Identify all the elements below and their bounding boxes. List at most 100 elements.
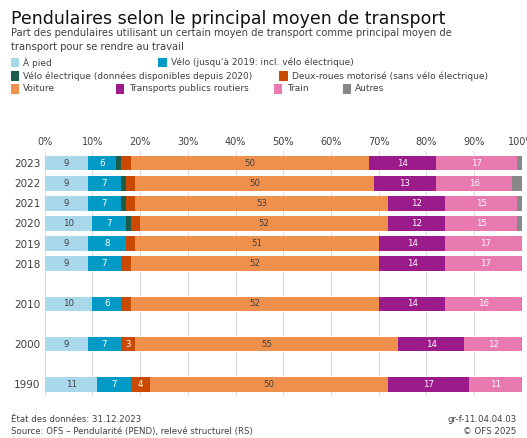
Bar (150, 377, 388, 392)
Text: 12: 12 (411, 219, 422, 228)
Text: 13: 13 (399, 179, 411, 188)
Text: 14: 14 (397, 159, 408, 168)
Text: 7: 7 (111, 380, 116, 389)
Bar (445, 257, 526, 271)
Bar (121, 257, 131, 271)
Text: 7: 7 (102, 179, 107, 188)
Bar (45, 176, 87, 191)
Text: 14: 14 (406, 239, 417, 248)
Bar (388, 196, 445, 211)
Bar (135, 196, 388, 211)
Text: 10: 10 (63, 219, 74, 228)
Bar (45, 156, 87, 170)
Text: 55: 55 (261, 339, 272, 349)
Text: 50: 50 (245, 159, 256, 168)
Bar (121, 337, 135, 351)
Text: 17: 17 (481, 239, 492, 248)
Bar (517, 156, 522, 170)
Bar (121, 297, 131, 311)
Text: 3: 3 (125, 339, 131, 349)
Bar (398, 337, 464, 351)
Bar (379, 297, 445, 311)
Bar (131, 257, 378, 271)
Bar (126, 176, 135, 191)
Bar (512, 176, 522, 191)
Bar (131, 377, 150, 392)
Bar (93, 216, 126, 231)
Bar (87, 156, 116, 170)
Bar (135, 176, 374, 191)
Text: 14: 14 (406, 259, 417, 268)
Text: 4: 4 (138, 380, 143, 389)
Text: 11: 11 (490, 380, 501, 389)
Text: Voiture: Voiture (23, 85, 55, 93)
Bar (140, 216, 388, 231)
Bar (45, 257, 87, 271)
Text: Part des pendulaires utilisant un certain moyen de transport comme principal moy: Part des pendulaires utilisant un certai… (11, 28, 452, 52)
Text: 16: 16 (478, 300, 489, 308)
Bar (464, 337, 522, 351)
Text: Transports publics routiers: Transports publics routiers (129, 85, 248, 93)
Bar (445, 297, 522, 311)
Text: 51: 51 (251, 239, 262, 248)
Bar (369, 156, 436, 170)
Text: 16: 16 (469, 179, 480, 188)
Text: 9: 9 (64, 339, 69, 349)
Text: 17: 17 (481, 259, 492, 268)
Text: 11: 11 (65, 380, 76, 389)
Bar (93, 297, 121, 311)
Text: Vélo (jusqu'à 2019: incl. vélo électrique): Vélo (jusqu'à 2019: incl. vélo électriqu… (171, 58, 354, 67)
Text: Autres: Autres (355, 85, 385, 93)
Bar (87, 196, 121, 211)
Bar (379, 257, 445, 271)
Text: 17: 17 (471, 159, 482, 168)
Text: 15: 15 (476, 199, 487, 208)
Bar (131, 156, 369, 170)
Bar (87, 257, 121, 271)
Bar (126, 196, 135, 211)
Bar (131, 297, 378, 311)
Bar (517, 196, 522, 211)
Text: 7: 7 (106, 219, 112, 228)
Bar (121, 196, 126, 211)
Bar (121, 156, 131, 170)
Text: 9: 9 (64, 179, 69, 188)
Text: À pied: À pied (23, 57, 52, 68)
Bar (116, 156, 121, 170)
Bar (45, 237, 87, 251)
Bar (436, 176, 512, 191)
Bar (135, 237, 378, 251)
Text: 6: 6 (99, 159, 105, 168)
Bar (388, 216, 445, 231)
Text: gr-f-11.04.04.03
© OFS 2025: gr-f-11.04.04.03 © OFS 2025 (447, 415, 516, 436)
Text: 10: 10 (63, 300, 74, 308)
Bar (135, 337, 398, 351)
Text: État des données: 31.12.2023
Source: OFS – Pendularité (PEND), relevé structurel: État des données: 31.12.2023 Source: OFS… (11, 415, 252, 436)
Bar (469, 377, 522, 392)
Text: 9: 9 (64, 159, 69, 168)
Text: 52: 52 (249, 300, 260, 308)
Bar (87, 176, 121, 191)
Bar (436, 156, 517, 170)
Text: 14: 14 (426, 339, 436, 349)
Bar (45, 297, 93, 311)
Bar (45, 337, 87, 351)
Bar (379, 237, 445, 251)
Text: 50: 50 (249, 179, 260, 188)
Text: 7: 7 (102, 259, 107, 268)
Text: 14: 14 (406, 300, 417, 308)
Text: Deux-roues motorisé (sans vélo électrique): Deux-roues motorisé (sans vélo électriqu… (292, 71, 488, 81)
Bar (121, 176, 126, 191)
Text: 8: 8 (104, 239, 110, 248)
Text: 9: 9 (64, 259, 69, 268)
Text: 9: 9 (64, 199, 69, 208)
Bar (374, 176, 436, 191)
Text: 12: 12 (411, 199, 422, 208)
Bar (87, 237, 126, 251)
Bar (97, 377, 131, 392)
Bar (87, 337, 121, 351)
Text: 7: 7 (102, 339, 107, 349)
Bar (126, 237, 135, 251)
Bar (45, 377, 97, 392)
Text: 6: 6 (104, 300, 110, 308)
